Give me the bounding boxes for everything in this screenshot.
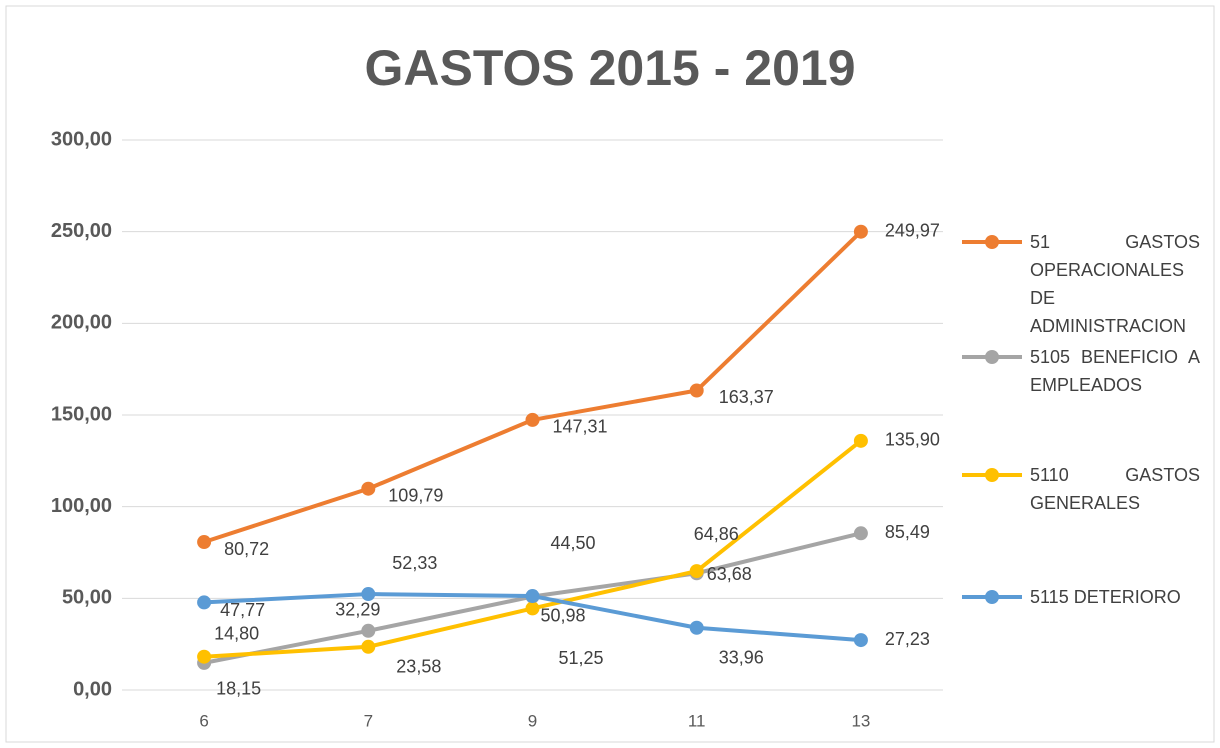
- data-label: 44,50: [551, 533, 596, 553]
- x-tick-label: 7: [364, 711, 373, 730]
- data-label: 27,23: [885, 629, 930, 649]
- data-point: [361, 623, 376, 638]
- y-tick-label: 150,00: [51, 403, 112, 425]
- data-point: [197, 649, 212, 664]
- legend-label: 5110 GASTOS GENERALES: [1030, 465, 1200, 513]
- x-tick-label: 13: [851, 711, 870, 730]
- data-point: [361, 639, 376, 654]
- data-point: [689, 383, 704, 398]
- x-tick-label: 6: [199, 711, 208, 730]
- data-label: 52,33: [392, 553, 437, 573]
- data-label: 109,79: [388, 485, 443, 505]
- data-point: [525, 589, 540, 604]
- data-label: 33,96: [719, 647, 764, 667]
- legend-label: 5105 BENEFICIO A EMPLEADOS: [1030, 347, 1200, 395]
- data-point: [689, 564, 704, 579]
- chart-title: GASTOS 2015 - 2019: [364, 40, 855, 96]
- data-label: 249,97: [885, 220, 940, 240]
- data-label: 85,49: [885, 522, 930, 542]
- data-label: 23,58: [396, 657, 441, 677]
- data-point: [853, 526, 868, 541]
- legend-marker: [985, 468, 999, 482]
- y-tick-label: 100,00: [51, 495, 112, 517]
- data-point: [853, 224, 868, 239]
- y-tick-label: 50,00: [62, 587, 112, 609]
- x-tick-label: 9: [528, 711, 537, 730]
- legend-label: 51 GASTOS OPERACIONALES DE ADMINISTRACIO…: [1030, 232, 1200, 336]
- data-point: [361, 587, 376, 602]
- series-line: [203, 439, 863, 659]
- data-label: 32,29: [335, 600, 380, 620]
- data-point: [361, 481, 376, 496]
- data-label: 80,72: [224, 539, 269, 559]
- data-label: 18,15: [216, 678, 261, 698]
- x-tick-label: 11: [688, 711, 706, 730]
- data-label: 64,86: [694, 524, 739, 544]
- y-tick-label: 200,00: [51, 312, 112, 334]
- y-tick-label: 0,00: [73, 678, 112, 700]
- data-label: 135,90: [885, 430, 940, 450]
- legend-marker: [985, 235, 999, 249]
- data-label: 63,68: [707, 564, 752, 584]
- legend-label: 5115 DETERIORO: [1030, 587, 1181, 607]
- data-label: 47,77: [220, 600, 265, 620]
- data-point: [853, 433, 868, 448]
- data-point: [197, 535, 212, 550]
- data-point: [525, 601, 540, 616]
- data-label: 147,31: [553, 417, 608, 437]
- data-label: 50,98: [541, 605, 586, 625]
- data-label: 14,80: [214, 624, 259, 644]
- legend-marker: [985, 590, 999, 604]
- chart-border: [5, 5, 1215, 743]
- legend-marker: [985, 350, 999, 364]
- y-tick-label: 300,00: [51, 128, 112, 150]
- data-point: [525, 412, 540, 427]
- data-label: 163,37: [719, 387, 774, 407]
- data-point: [689, 620, 704, 635]
- data-point: [853, 633, 868, 648]
- data-point: [197, 595, 212, 610]
- data-label: 51,25: [559, 648, 604, 668]
- y-tick-label: 250,00: [51, 220, 112, 242]
